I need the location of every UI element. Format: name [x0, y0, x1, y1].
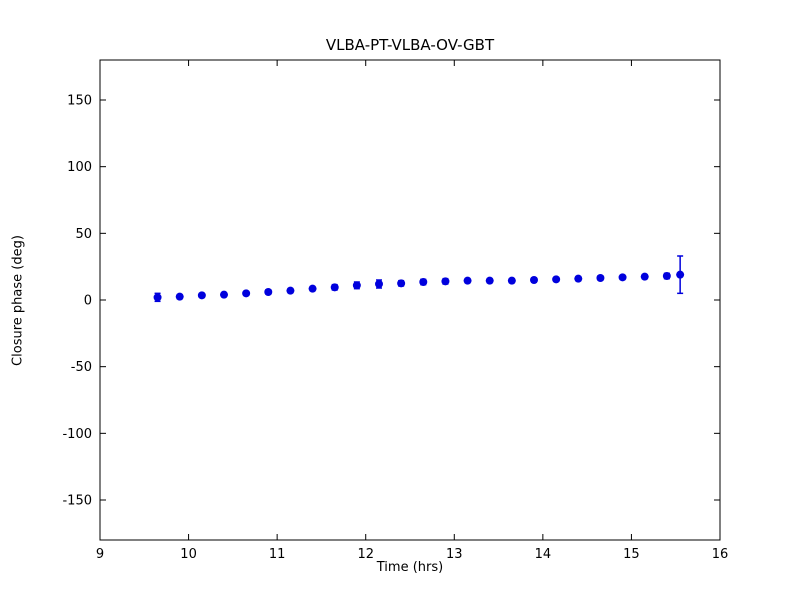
- x-axis-label: Time (hrs): [376, 560, 444, 575]
- data-point: [485, 276, 494, 285]
- data-point: [264, 288, 273, 296]
- y-tick-label: -150: [62, 494, 92, 509]
- axes-frame: [99, 59, 721, 541]
- y-tick-label: 150: [67, 94, 92, 109]
- data-point: [197, 291, 206, 300]
- data-point: [286, 286, 295, 295]
- y-tick-label: 0: [84, 294, 92, 309]
- y-axis-label: Closure phase (deg): [10, 235, 26, 366]
- x-tick-label: 13: [446, 547, 463, 562]
- data-point: [552, 275, 561, 284]
- chart-title: VLBA-PT-VLBA-OV-GBT: [325, 36, 495, 54]
- data-point: [330, 283, 339, 292]
- data-point: [507, 276, 516, 285]
- data-point: [640, 272, 649, 281]
- data-point: [175, 292, 184, 301]
- data-point: [308, 284, 317, 293]
- data-point: [352, 281, 361, 290]
- y-tick-label: 50: [75, 227, 92, 242]
- y-tick-label: -50: [71, 360, 92, 375]
- data-point: [441, 277, 450, 286]
- data-point: [596, 274, 605, 282]
- x-tick-label: 11: [269, 547, 286, 562]
- data-point: [242, 289, 251, 298]
- x-tick-label: 16: [712, 547, 729, 562]
- y-tick-label: 100: [67, 160, 92, 175]
- data-point: [676, 270, 685, 279]
- data-point: [618, 273, 627, 282]
- x-tick-label: 12: [357, 547, 374, 562]
- data-point: [662, 272, 671, 280]
- x-tick-label: 14: [535, 547, 552, 562]
- data-point: [220, 290, 228, 299]
- data-point: [375, 280, 383, 288]
- data-point: [153, 293, 162, 302]
- data-point: [397, 279, 406, 288]
- x-tick-label: 15: [623, 547, 640, 562]
- data-point: [463, 276, 472, 285]
- x-tick-label: 10: [180, 547, 197, 562]
- data-point: [574, 274, 583, 283]
- y-tick-label: -100: [62, 427, 92, 442]
- x-tick-label: 9: [96, 547, 104, 562]
- data-point: [419, 278, 428, 286]
- data-point: [530, 276, 538, 284]
